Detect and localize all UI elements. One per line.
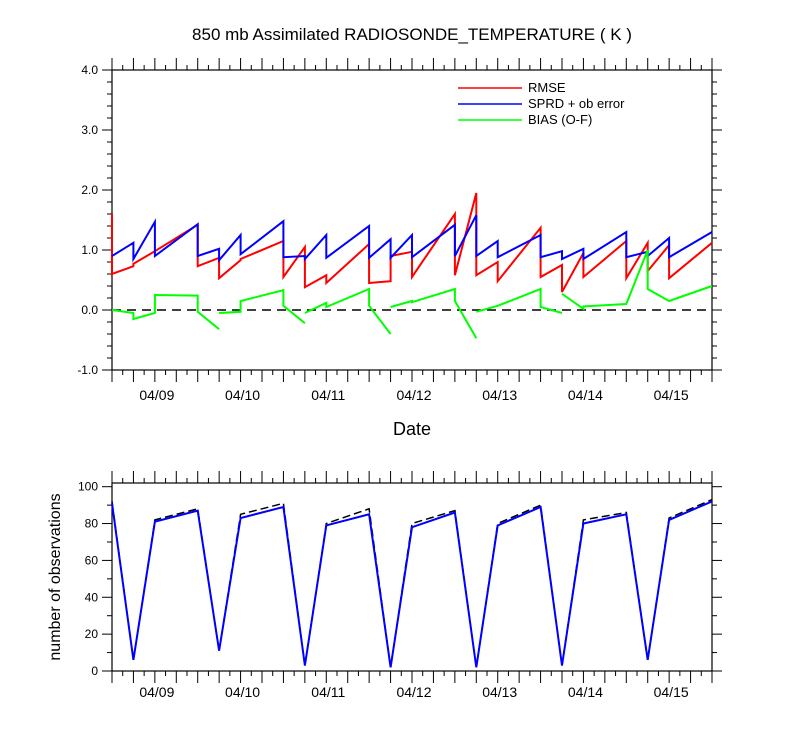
x-tick-label: 04/15 xyxy=(654,684,689,700)
x-tick-label: 04/14 xyxy=(568,684,603,700)
series-line-rmse xyxy=(111,192,713,293)
legend-label-rmse: RMSE xyxy=(528,80,566,95)
series-line-possible xyxy=(111,498,713,668)
x-tick-label: 04/11 xyxy=(311,684,345,700)
y-tick-label: 100 xyxy=(78,480,98,494)
x-tick-label: 04/13 xyxy=(482,684,517,700)
plot1-ticks xyxy=(102,58,722,382)
legend: RMSE SPRD + ob error BIAS (O-F) xyxy=(458,80,625,127)
x-tick-label: 04/13 xyxy=(482,387,517,403)
chart-title: 850 mb Assimilated RADIOSONDE_TEMPERATUR… xyxy=(192,25,632,44)
y-tick-label: -1.0 xyxy=(77,363,98,377)
x-tick-label: 04/09 xyxy=(139,684,174,700)
series-line-assimilated xyxy=(111,500,713,668)
series-line-bias-o-f xyxy=(561,249,713,311)
series-line-bias-o-f xyxy=(111,293,220,330)
y-tick-label: 1.0 xyxy=(81,243,98,257)
series-line-bias-o-f xyxy=(304,287,392,335)
y-tick-label: 0 xyxy=(91,664,98,678)
legend-label-bias: BIAS (O-F) xyxy=(528,112,592,127)
y-axis-title-observations: number of observations xyxy=(47,493,64,660)
plot2-frame xyxy=(111,482,713,672)
plot-assimilation-stats: -1.0 0.0 1.0 2.0 3.0 4.0 04/09 04/10 04/11 04/12 0… xyxy=(77,58,722,403)
x-tick-label: 04/10 xyxy=(225,387,260,403)
y-tick-label: 0.0 xyxy=(81,303,98,317)
x-tick-label: 04/15 xyxy=(654,387,689,403)
plot-observation-counts: 0 20 40 60 80 100 04/09 04/10 04/11 04/12 04/13 04/… xyxy=(78,471,722,700)
plot1-series xyxy=(111,192,713,339)
series-line-bias-o-f xyxy=(390,287,478,339)
plot2-ticks xyxy=(102,471,722,683)
series-line-bias-o-f xyxy=(219,288,306,324)
x-tick-label: 04/09 xyxy=(139,387,174,403)
series-line-sprd-ob-error xyxy=(111,214,713,263)
x-tick-label: 04/11 xyxy=(311,387,345,403)
y-tick-label: 2.0 xyxy=(81,183,98,197)
legend-label-sprd: SPRD + ob error xyxy=(528,96,625,111)
x-tick-label: 04/14 xyxy=(568,387,603,403)
y-tick-label: 80 xyxy=(85,517,99,531)
x-tick-label: 04/12 xyxy=(396,387,431,403)
x-tick-label: 04/12 xyxy=(396,684,431,700)
y-tick-label: 3.0 xyxy=(81,123,98,137)
plot2-tick-labels: 0 20 40 60 80 100 04/09 04/10 04/11 04/12 04/13 04/… xyxy=(78,480,689,700)
y-tick-label: 40 xyxy=(85,590,99,604)
x-tick-label: 04/10 xyxy=(225,684,260,700)
series-line-bias-o-f xyxy=(476,287,563,314)
y-tick-label: 4.0 xyxy=(81,63,98,77)
plot1-frame xyxy=(111,69,713,371)
y-tick-label: 20 xyxy=(85,627,99,641)
plot1-tick-labels: -1.0 0.0 1.0 2.0 3.0 4.0 04/09 04/10 04/11 04/12 0… xyxy=(77,63,689,403)
x-axis-title: Date xyxy=(393,419,431,439)
y-tick-label: 60 xyxy=(85,553,99,567)
plot2-series xyxy=(111,498,713,668)
